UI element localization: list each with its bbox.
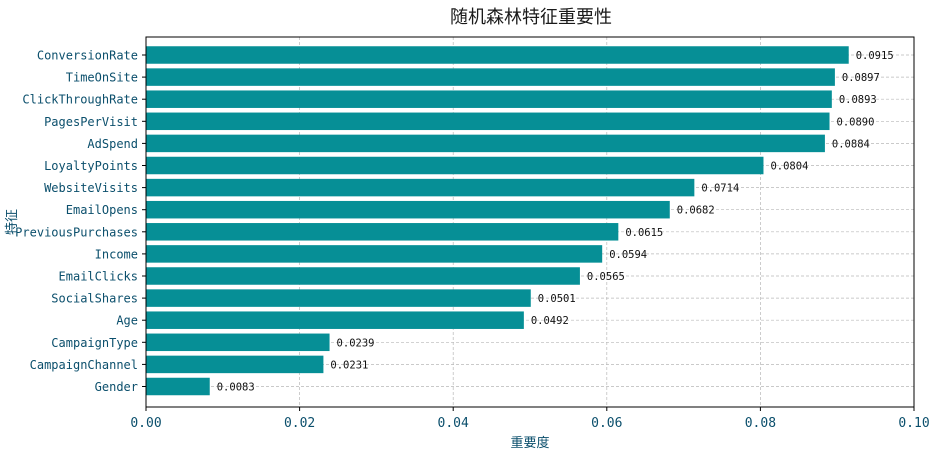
y-tick-label: WebsiteVisits	[44, 181, 138, 195]
y-tick-label: ConversionRate	[37, 49, 138, 63]
plot-frame	[145, 36, 915, 408]
y-tick-label: Gender	[95, 380, 138, 394]
bar	[146, 46, 849, 64]
y-tick-label: EmailClicks	[59, 270, 138, 284]
bar-value-label: 0.0682	[677, 205, 715, 217]
x-tick-label: 0.04	[438, 416, 469, 431]
bar	[146, 333, 330, 352]
bar-value-label: 0.0893	[839, 94, 877, 106]
bar	[146, 311, 524, 329]
y-tick-label: CampaignChannel	[30, 358, 138, 372]
y-tick-label: SocialShares	[51, 292, 138, 306]
bar	[146, 267, 580, 285]
bar-value-label: 0.0884	[832, 138, 870, 150]
y-tick-label: LoyaltyPoints	[44, 159, 138, 173]
bar	[146, 90, 832, 108]
bars	[146, 46, 849, 396]
y-tick-label: CampaignType	[51, 336, 138, 350]
y-tick-label: ClickThroughRate	[22, 93, 138, 107]
bar	[146, 355, 324, 374]
bar	[146, 200, 670, 219]
bar	[146, 245, 603, 263]
bar	[146, 68, 835, 86]
y-tick-label: Age	[116, 314, 138, 328]
bar-value-label: 0.0083	[217, 382, 255, 394]
bar	[146, 112, 830, 131]
bar	[146, 289, 531, 307]
y-tick-label: EmailOpens	[66, 203, 138, 217]
bar-value-label: 0.0594	[609, 249, 647, 261]
bar-value-label: 0.0565	[587, 271, 625, 283]
bar	[146, 178, 695, 197]
x-tick-label: 0.02	[284, 416, 315, 431]
bar	[146, 223, 619, 241]
bar	[146, 377, 210, 396]
bar-value-label: 0.0231	[330, 359, 368, 371]
x-tick-label: 0.00	[130, 416, 161, 431]
chart-title: 随机森林特征重要性	[450, 7, 612, 28]
y-tick-labels: ConversionRate TimeOnSite ClickThroughRate…	[15, 49, 146, 394]
y-axis-label: 特征	[5, 209, 20, 235]
bar-value-label: 0.0239	[337, 337, 375, 349]
bar-value-label: 0.0615	[625, 227, 663, 239]
bar-value-label: 0.0501	[538, 293, 576, 305]
y-tick-label: TimeOnSite	[66, 71, 138, 85]
bar-value-label: 0.0897	[842, 72, 880, 84]
y-tick-label: AdSpend	[87, 137, 138, 151]
bar-value-label: 0.0492	[531, 315, 569, 327]
x-tick-labels: 0.00 0.02 0.04 0.06 0.08 0.10	[130, 407, 930, 431]
bar-value-label: 0.0890	[837, 116, 875, 128]
bar	[146, 156, 764, 175]
y-tick-label: PagesPerVisit	[44, 115, 138, 129]
x-tick-label: 0.08	[745, 416, 776, 431]
x-tick-label: 0.06	[591, 416, 622, 431]
bar-value-label: 0.0714	[701, 183, 739, 195]
x-tick-label: 0.10	[898, 416, 929, 431]
bar	[146, 134, 825, 153]
value-labels: 0.0915 0.0897 0.0893 0.0890 0.0884 0.0804 0.07…	[217, 50, 894, 394]
x-axis-label: 重要度	[510, 435, 549, 451]
bar-value-label: 0.0804	[770, 161, 808, 173]
y-tick-label: PreviousPurchases	[15, 225, 138, 239]
bar-value-label: 0.0915	[856, 50, 894, 62]
y-tick-label: Income	[95, 247, 138, 261]
